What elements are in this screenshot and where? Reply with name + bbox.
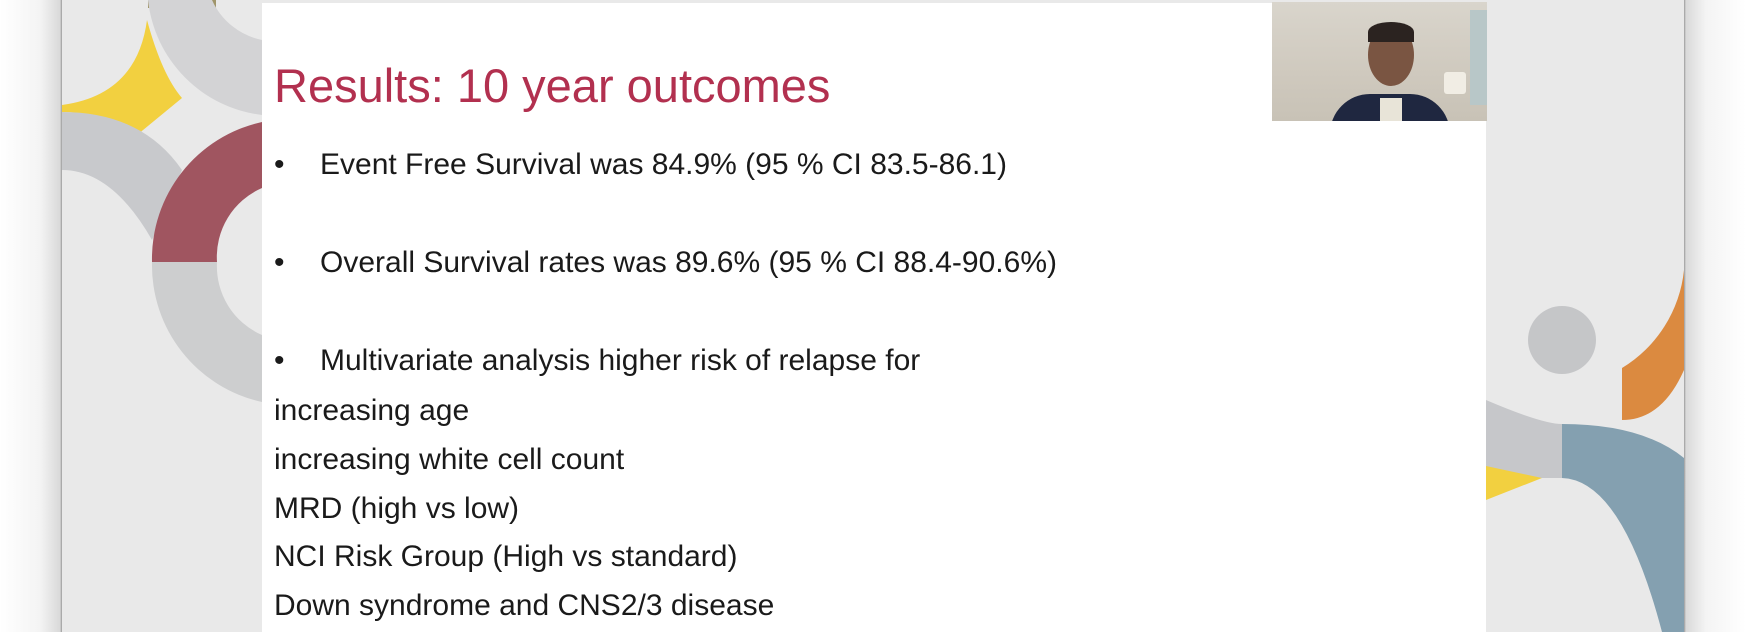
sub-line: Down syndrome and CNS2/3 disease — [274, 589, 775, 622]
bullet-text: Multivariate analysis higher risk of rel… — [320, 344, 921, 377]
bullet-text: Event Free Survival was 84.9% (95 % CI 8… — [320, 148, 1007, 181]
bullet-dot: • — [274, 246, 285, 279]
yellow-arc-small — [1486, 466, 1542, 500]
sub-line: NCI Risk Group (High vs standard) — [274, 540, 738, 573]
slide-title: Results: 10 year outcomes — [274, 59, 831, 112]
sub-line: increasing white cell count — [274, 443, 625, 476]
blue-arc — [1562, 424, 1684, 632]
gray-arc-bottom — [151, 262, 262, 402]
slide-decoration — [62, 0, 1684, 632]
bullet-item: • Event Free Survival was 84.9% (95 % CI … — [274, 148, 1007, 182]
window-shadow-right — [1684, 0, 1746, 632]
window-shadow-left — [0, 0, 62, 632]
orange-arc — [1622, 270, 1684, 420]
background-window — [1470, 10, 1487, 105]
presenter-hair — [1368, 22, 1414, 42]
yellow-shape — [62, 20, 182, 135]
gray-dot — [1528, 306, 1596, 374]
bullet-item: • Multivariate analysis higher risk of re… — [274, 344, 920, 378]
bullet-item: • Overall Survival rates was 89.6% (95 % … — [274, 246, 1057, 280]
sub-line: MRD (high vs low) — [274, 492, 520, 525]
maroon-arc — [151, 122, 262, 262]
webcam-thumbnail[interactable] — [1272, 2, 1487, 121]
gray-arc-left — [62, 112, 182, 240]
presentation-slide — [62, 0, 1684, 632]
gray-arc-top — [148, 0, 262, 115]
gray-arc-right — [1486, 400, 1562, 478]
presenter-shirt — [1380, 98, 1402, 121]
bullet-dot: • — [274, 344, 285, 377]
bullet-dot: • — [274, 148, 285, 181]
sub-line: increasing age — [274, 394, 470, 427]
background-lamp — [1444, 72, 1466, 94]
bullet-text: Overall Survival rates was 89.6% (95 % C… — [320, 246, 1057, 279]
